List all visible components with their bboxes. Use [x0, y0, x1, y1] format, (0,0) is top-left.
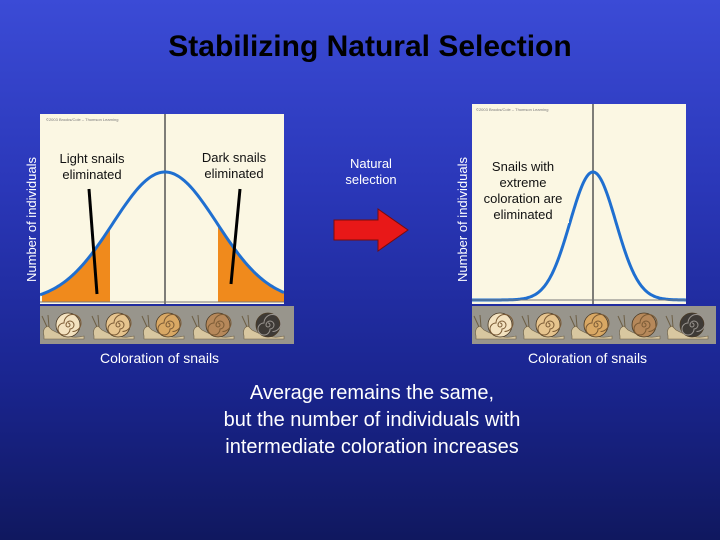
- left-snail-4: [191, 312, 235, 340]
- left-snail-5: [241, 312, 285, 340]
- right-snail-5: [665, 312, 709, 340]
- left-y-axis-label: Number of individuals: [24, 156, 39, 282]
- right-snail-3: [569, 312, 613, 340]
- left-credit: ©2003 Brooks/Cole – Thomson Learning: [46, 117, 119, 122]
- right-snail-row: [473, 312, 709, 340]
- caption-line-2: but the number of individuals with: [223, 409, 521, 431]
- right-snail-2: [521, 312, 565, 340]
- selection-arrow-icon: [333, 208, 409, 252]
- right-distribution-plot: [472, 104, 686, 304]
- right-credit: ©2003 Brooks/Cole – Thomson Learning: [476, 107, 549, 112]
- right-snail-1: [473, 312, 517, 340]
- conclusion-caption: Average remains the same, but the number…: [150, 380, 594, 461]
- left-tail-light-eliminated: [42, 227, 110, 302]
- left-snail-strip: [40, 306, 294, 344]
- right-x-axis-label: Coloration of snails: [528, 350, 648, 366]
- annotation-dark-eliminated: Dark snails eliminated: [201, 150, 267, 181]
- left-pointer-line-left: [87, 188, 99, 295]
- left-snail-2: [91, 312, 135, 340]
- annotation-extreme-eliminated: Snails with extreme coloration are elimi…: [477, 159, 569, 223]
- slide-title: Stabilizing Natural Selection: [168, 30, 572, 63]
- right-snail-strip: [472, 306, 716, 344]
- left-x-axis-label: Coloration of snails: [100, 350, 220, 366]
- left-bell-curve: [40, 170, 284, 297]
- left-snail-3: [141, 312, 185, 340]
- natural-selection-label: Natural selection: [345, 156, 397, 187]
- selection-arrow-shape: [333, 208, 409, 252]
- right-snail-4: [617, 312, 661, 340]
- caption-line-3: intermediate coloration increases: [225, 436, 519, 458]
- left-pointer-line-right: [229, 188, 242, 285]
- caption-line-1: Average remains the same,: [249, 382, 495, 404]
- left-distribution-plot: [40, 114, 284, 304]
- right-graph-panel: ©2003 Brooks/Cole – Thomson Learning Sna…: [472, 104, 686, 304]
- right-y-axis-label: Number of individuals: [455, 156, 470, 282]
- left-tail-dark-eliminated: [218, 224, 284, 302]
- left-snail-row: [41, 312, 285, 340]
- left-graph-panel: ©2003 Brooks/Cole – Thomson Learning Lig…: [40, 114, 284, 304]
- annotation-light-eliminated: Light snails eliminated: [59, 151, 125, 182]
- left-snail-1: [41, 312, 85, 340]
